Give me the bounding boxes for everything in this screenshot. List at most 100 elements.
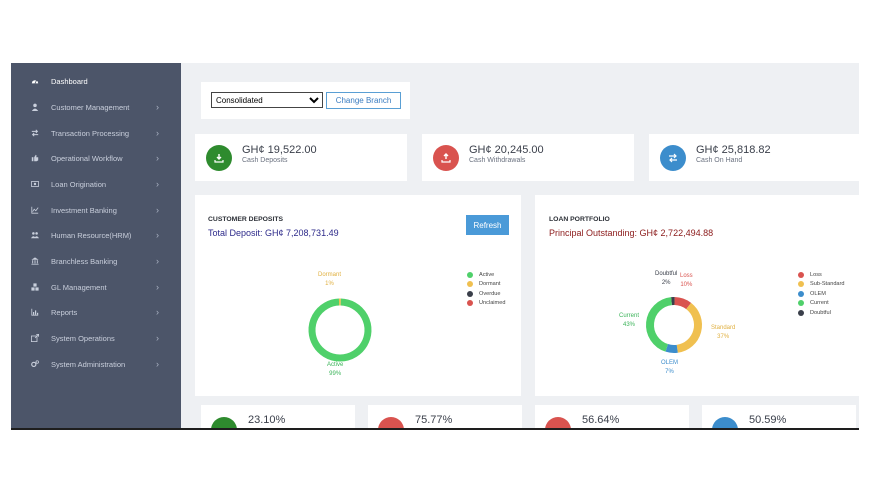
kpi-card: 23.10% bbox=[201, 405, 355, 428]
olem-name: OLEM bbox=[661, 360, 679, 366]
sidebar-item-transaction-processing[interactable]: Transaction Processing › bbox=[11, 122, 181, 144]
active-pct: 99% bbox=[329, 371, 342, 377]
legend-label: Current bbox=[810, 300, 829, 307]
sidebar-item-label: Branchless Banking bbox=[51, 256, 118, 266]
sidebar-item-label: Reports bbox=[51, 307, 78, 317]
loans-legend: Loss Sub-Standard OLEM Current Doubtful bbox=[798, 270, 845, 318]
legend-item: OLEM bbox=[798, 289, 845, 299]
loss-pct: 10% bbox=[680, 282, 693, 288]
kpi-card: 56.64% bbox=[535, 405, 689, 428]
olem-pct: 7% bbox=[665, 369, 674, 375]
kpi-card: 50.59% bbox=[702, 405, 856, 428]
exchange-icon bbox=[660, 145, 686, 171]
bank-icon bbox=[30, 256, 40, 266]
legend-swatch bbox=[798, 309, 804, 316]
legend-label: Overdue bbox=[479, 290, 501, 297]
dormant-name: Dormant bbox=[318, 272, 342, 278]
chevron-right-icon: › bbox=[156, 230, 159, 240]
legend-swatch bbox=[467, 281, 473, 288]
donut-slice-loss bbox=[674, 297, 692, 310]
stat-value: GH¢ 19,522.00 bbox=[242, 144, 317, 156]
legend-swatch bbox=[798, 281, 804, 288]
legend-label: Loss bbox=[810, 271, 822, 278]
chevron-right-icon: › bbox=[156, 102, 159, 112]
cash-withdrawals-card: GH¢ 20,245.00 Cash Withdrawals bbox=[422, 134, 634, 181]
loss-name: Loss bbox=[680, 273, 693, 279]
sidebar-item-label: System Administration bbox=[51, 359, 126, 369]
legend-item: Current bbox=[798, 299, 845, 309]
sidebar-item-investment-banking[interactable]: Investment Banking › bbox=[11, 199, 181, 221]
legend-swatch bbox=[798, 290, 804, 297]
stat-value: GH¢ 20,245.00 bbox=[469, 144, 544, 156]
branch-select[interactable]: Consolidated bbox=[211, 92, 323, 108]
loss-label: Loss 10% bbox=[680, 272, 693, 290]
stat-label: Cash On Hand bbox=[696, 157, 743, 164]
loans-donut bbox=[646, 297, 702, 353]
kpi-icon bbox=[712, 417, 738, 428]
current-name: Current bbox=[619, 313, 640, 319]
chart-title: CUSTOMER DEPOSITS bbox=[208, 216, 284, 223]
dashboard-icon bbox=[30, 76, 40, 86]
deposits-donut bbox=[308, 298, 372, 362]
legend-label: Active bbox=[479, 271, 495, 278]
sidebar-item-reports[interactable]: Reports › bbox=[11, 301, 181, 323]
chevron-right-icon: › bbox=[156, 333, 159, 343]
legend-label: OLEM bbox=[810, 290, 826, 297]
sidebar-item-system-administration[interactable]: System Administration › bbox=[11, 353, 181, 375]
sidebar-item-label: Customer Management bbox=[51, 102, 130, 112]
legend-item: Doubtful bbox=[798, 308, 845, 318]
dormant-pct: 1% bbox=[325, 281, 334, 287]
donut-slice-sub-standard bbox=[676, 302, 702, 353]
legend-label: Sub-Standard bbox=[810, 281, 845, 288]
kpi-card: 75.77% bbox=[368, 405, 522, 428]
sidebar-item-human-resource[interactable]: Human Resource(HRM) › bbox=[11, 224, 181, 246]
sidebar-item-label: Dashboard bbox=[51, 76, 88, 86]
sidebar-item-customer-management[interactable]: Customer Management › bbox=[11, 96, 181, 118]
standard-name: Standard bbox=[711, 325, 736, 331]
stat-value: GH¢ 25,818.82 bbox=[696, 144, 771, 156]
sidebar-item-label: Investment Banking bbox=[51, 205, 117, 215]
legend-item: Dormant bbox=[467, 280, 505, 290]
download-icon bbox=[206, 145, 232, 171]
exchange-icon bbox=[30, 128, 40, 138]
legend-label: Dormant bbox=[479, 281, 501, 288]
bar-chart-icon bbox=[30, 307, 40, 317]
sidebar-item-operational-workflow[interactable]: Operational Workflow › bbox=[11, 147, 181, 169]
users-icon bbox=[30, 230, 40, 240]
donut-slice-current bbox=[646, 297, 673, 352]
donut-slice-olem bbox=[665, 344, 678, 353]
customer-deposits-panel: CUSTOMER DEPOSITS Total Deposit: GH¢ 7,2… bbox=[195, 195, 521, 396]
legend-swatch bbox=[467, 290, 473, 297]
sidebar-item-branchless-banking[interactable]: Branchless Banking › bbox=[11, 250, 181, 272]
change-branch-button[interactable]: Change Branch bbox=[326, 92, 401, 109]
stat-label: Cash Deposits bbox=[242, 157, 288, 164]
doubtful-name: Doubtful bbox=[655, 271, 678, 277]
branch-panel: Consolidated Change Branch bbox=[201, 82, 410, 119]
chevron-right-icon: › bbox=[156, 205, 159, 215]
main-content: Consolidated Change Branch GH¢ 19,522.00… bbox=[181, 63, 859, 428]
stat-label: Cash Withdrawals bbox=[469, 157, 526, 164]
sidebar-item-gl-management[interactable]: GL Management › bbox=[11, 276, 181, 298]
refresh-button[interactable]: Refresh bbox=[466, 215, 509, 235]
sidebar-item-label: System Operations bbox=[51, 333, 115, 343]
sidebar-item-label: GL Management bbox=[51, 282, 107, 292]
sidebar-item-loan-origination[interactable]: Loan Origination › bbox=[11, 173, 181, 195]
legend-item: Sub-Standard bbox=[798, 280, 845, 290]
legend-label: Unclaimed bbox=[479, 300, 506, 307]
thumbs-up-icon bbox=[30, 153, 40, 163]
donut-slice-active bbox=[308, 298, 372, 362]
line-chart-icon bbox=[30, 205, 40, 215]
sidebar-item-system-operations[interactable]: System Operations › bbox=[11, 327, 181, 349]
sidebar: Dashboard Customer Management › Transact… bbox=[11, 63, 181, 428]
legend-item: Active bbox=[467, 270, 505, 280]
dormant-label: Dormant 1% bbox=[318, 271, 341, 289]
kpi-icon bbox=[378, 417, 404, 428]
doubtful-label: Doubtful 2% bbox=[655, 270, 677, 288]
legend-swatch bbox=[798, 300, 804, 307]
chevron-right-icon: › bbox=[156, 282, 159, 292]
upload-icon bbox=[433, 145, 459, 171]
sidebar-item-dashboard[interactable]: Dashboard bbox=[11, 70, 181, 92]
chevron-right-icon: › bbox=[156, 153, 159, 163]
legend-label: Doubtful bbox=[810, 309, 831, 316]
standard-pct: 37% bbox=[717, 334, 730, 340]
